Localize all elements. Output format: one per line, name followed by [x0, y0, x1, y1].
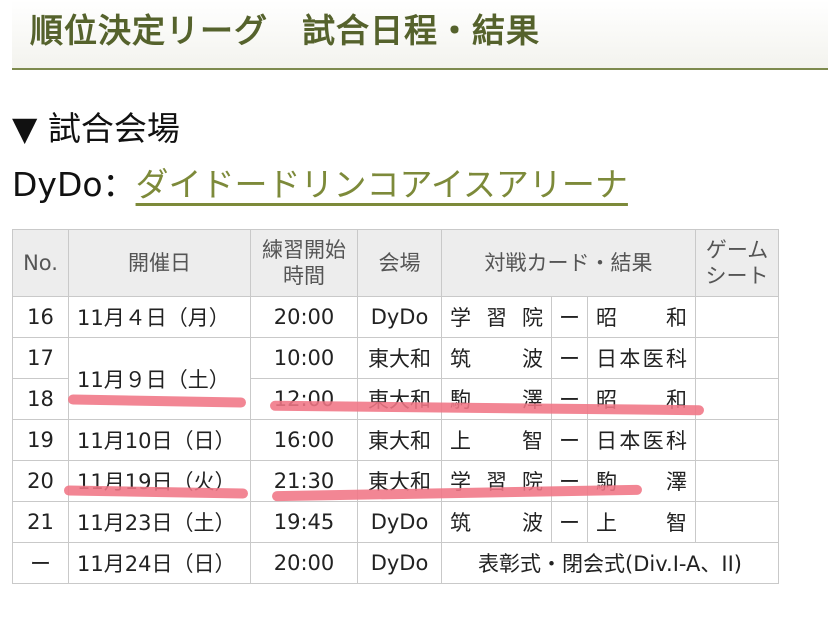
row-venue: 東大和: [357, 419, 442, 461]
row-time: 20:00: [250, 296, 358, 338]
row-game-sheet: [695, 501, 780, 543]
row-home-team: 筑 波: [441, 501, 552, 543]
row-date: 11月24日（日）: [68, 542, 251, 584]
row-home-team: 筑 波: [441, 337, 552, 379]
table-header-row: No. 開催日 練習開始 時間 会場 対戦カード・結果 ゲーム シート: [12, 229, 780, 297]
row-game-sheet: [695, 460, 780, 502]
row-separator: ー: [551, 419, 588, 461]
row-game-sheet: [695, 378, 780, 420]
venue-link[interactable]: ダイドードリンコアイスアリーナ: [135, 165, 628, 204]
header-time-line1: 練習開始: [262, 238, 346, 262]
header-match: 対戦カード・結果: [440, 229, 697, 297]
page-header: 順位決定リーグ 試合日程・結果: [12, 0, 828, 70]
header-sheet-line1: ゲーム: [705, 238, 769, 262]
row-time: 16:00: [250, 419, 358, 461]
row-separator: ー: [551, 501, 588, 543]
row-no: 20: [12, 460, 69, 502]
header-sheet: ゲーム シート: [695, 229, 780, 297]
row-date: 11月９日（土）: [68, 337, 251, 420]
row-venue: DyDo: [357, 501, 442, 543]
header-no: No.: [12, 229, 69, 297]
row-away-team: 昭 和: [586, 296, 697, 338]
venue-heading: ▼ 試合会場: [12, 109, 180, 148]
row-venue: DyDo: [357, 296, 442, 338]
row-venue: 東大和: [357, 337, 442, 379]
row-time: 10:00: [250, 337, 358, 379]
header-time: 練習開始 時間: [250, 229, 358, 297]
row-no: 16: [12, 296, 69, 338]
row-no: 21: [12, 501, 69, 543]
header-venue: 会場: [357, 229, 442, 297]
row-game-sheet: [695, 419, 780, 461]
row-date: 11月４日（月）: [68, 296, 251, 338]
table-row: ー 11月24日（日） 20:00 DyDo 表彰式・閉会式(Div.I-A、I…: [12, 542, 780, 584]
table-row: 16 11月４日（月） 20:00 DyDo 学習院 ー 昭 和: [12, 296, 780, 338]
row-date: 11月23日（土）: [68, 501, 251, 543]
row-no: ー: [12, 542, 69, 584]
row-home-team: 上 智: [441, 419, 552, 461]
row-no: 19: [12, 419, 69, 461]
table-row: 17 11月９日（土） 10:00 東大和 筑 波 ー 日本医科: [12, 337, 780, 420]
row-away-team: 上 智: [586, 501, 697, 543]
row-time: 12:00: [250, 378, 358, 420]
page-title: 順位決定リーグ 試合日程・結果: [30, 11, 540, 50]
row-venue: DyDo: [357, 542, 442, 584]
row-no: 18: [12, 378, 69, 420]
row-venue: 東大和: [357, 378, 442, 420]
row-game-sheet: [695, 337, 780, 379]
schedule-table: No. 開催日 練習開始 時間 会場 対戦カード・結果 ゲーム シート 16 11月…: [12, 229, 780, 584]
row-time: 20:00: [250, 542, 358, 584]
row-away-team: 日本医科: [586, 337, 697, 379]
row-away-team: 日本医科: [586, 419, 697, 461]
header-date: 開催日: [68, 229, 251, 297]
venue-line: DyDo：ダイドードリンコアイスアリーナ: [12, 158, 628, 206]
header-sheet-line2: シート: [705, 264, 769, 288]
row-separator: ー: [551, 296, 588, 338]
row-no: 17: [12, 337, 69, 379]
venue-label: DyDo：: [12, 165, 136, 204]
row-date: 11月10日（日）: [68, 419, 251, 461]
row-ceremony: 表彰式・閉会式(Div.I-A、II): [440, 542, 780, 584]
row-game-sheet: [695, 296, 780, 338]
header-time-line2: 時間: [283, 264, 325, 288]
row-time: 19:45: [250, 501, 358, 543]
table-row: 19 11月10日（日） 16:00 東大和 上 智 ー 日本医科: [12, 419, 780, 461]
row-home-team: 学習院: [441, 296, 552, 338]
row-separator: ー: [551, 337, 588, 379]
table-row: 21 11月23日（土） 19:45 DyDo 筑 波 ー 上 智: [12, 501, 780, 543]
